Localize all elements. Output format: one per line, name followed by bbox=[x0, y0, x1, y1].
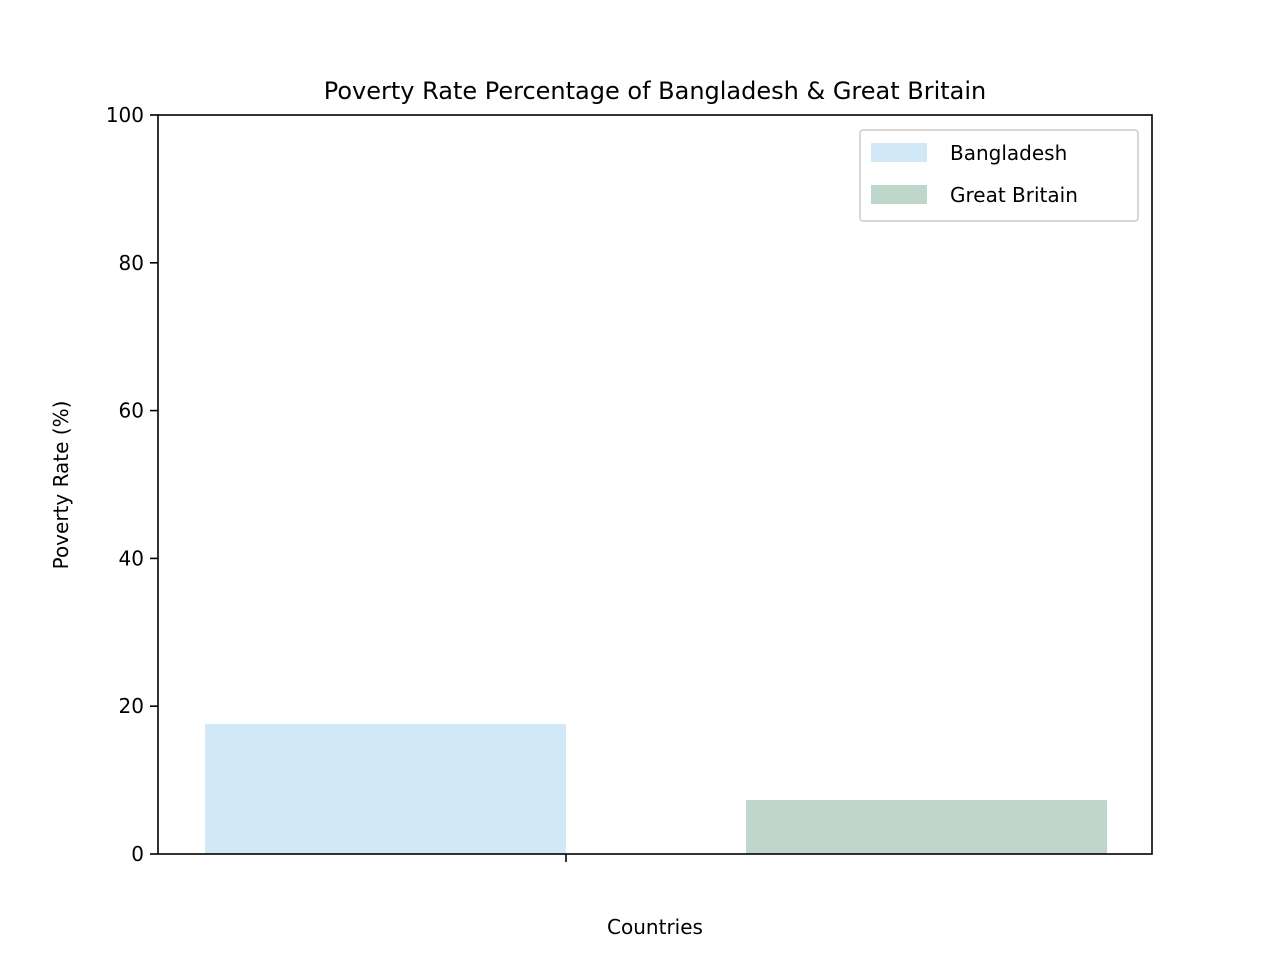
y-tick-label: 20 bbox=[119, 694, 144, 718]
y-tick-label: 0 bbox=[131, 842, 144, 866]
legend-swatch-bangladesh bbox=[871, 143, 927, 162]
y-tick-label: 80 bbox=[119, 251, 144, 275]
legend-swatch-great-britain bbox=[871, 185, 927, 204]
y-tick-label: 60 bbox=[119, 399, 144, 423]
y-tick-label: 40 bbox=[119, 546, 144, 570]
y-axis: 0 20 40 60 80 100 bbox=[106, 103, 158, 866]
legend-label-bangladesh: Bangladesh bbox=[950, 141, 1067, 165]
legend-label-great-britain: Great Britain bbox=[950, 183, 1078, 207]
bar-bangladesh bbox=[205, 723, 566, 854]
bar-great-britain bbox=[746, 800, 1107, 854]
legend: Bangladesh Great Britain bbox=[859, 129, 1139, 222]
y-axis-label: Poverty Rate (%) bbox=[49, 401, 73, 570]
legend-box bbox=[859, 129, 1139, 222]
chart-title: Poverty Rate Percentage of Bangladesh & … bbox=[324, 77, 987, 105]
bars-group bbox=[205, 723, 1107, 854]
plot-frame bbox=[157, 114, 1153, 855]
y-tick-label: 100 bbox=[106, 103, 144, 127]
x-axis-label: Countries bbox=[607, 915, 703, 939]
